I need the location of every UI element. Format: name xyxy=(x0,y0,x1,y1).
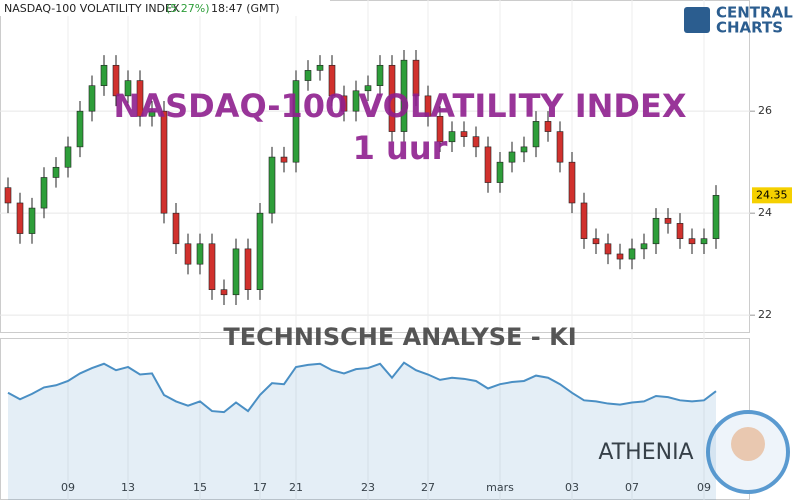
candle-body xyxy=(532,121,540,148)
candle-body xyxy=(100,64,108,86)
x-tick-label: 15 xyxy=(193,481,207,494)
watermark-title: NASDAQ-100 VOLATILITY INDEX xyxy=(114,87,687,125)
y-tick-label: 24 xyxy=(758,206,772,219)
candle-body xyxy=(352,90,360,112)
x-tick-label: 27 xyxy=(421,481,435,494)
candle-body xyxy=(196,243,204,265)
candle-body xyxy=(292,80,300,163)
navigator-line xyxy=(7,361,717,414)
candle-body xyxy=(484,146,492,183)
candle-body xyxy=(364,85,372,92)
candle-body xyxy=(424,95,432,117)
candle-body xyxy=(640,243,648,250)
candle-body xyxy=(304,70,312,81)
y-tick-label: 26 xyxy=(758,104,772,117)
candle-body xyxy=(388,64,396,132)
candle-body xyxy=(184,243,192,265)
candle-body xyxy=(328,64,336,97)
analysis-label: TECHNISCHE ANALYSE - KI xyxy=(223,323,576,351)
main-panel xyxy=(0,0,750,333)
candle-body xyxy=(568,161,576,204)
x-tick-label: 17 xyxy=(253,481,267,494)
candle-body xyxy=(400,59,408,132)
header-time: 18:47 (GMT) xyxy=(211,2,280,15)
x-tick-label: 03 xyxy=(565,481,579,494)
y-tick-label: 22 xyxy=(758,308,772,321)
brand-line2: CHARTS xyxy=(716,19,783,37)
candle-body xyxy=(88,85,96,112)
brand-icon xyxy=(684,7,710,33)
candle-body xyxy=(64,146,72,168)
watermark-subtitle: 1 uur xyxy=(353,129,448,167)
candle-body xyxy=(232,248,240,296)
candle-body xyxy=(124,80,132,97)
candle-body xyxy=(592,238,600,245)
candle-body xyxy=(700,238,708,245)
header-bg xyxy=(0,0,330,16)
candle-body xyxy=(628,248,636,260)
candle-body xyxy=(136,80,144,117)
x-tick-label: 07 xyxy=(625,481,639,494)
candle-body xyxy=(544,121,552,132)
candle-body xyxy=(376,64,384,86)
candle-body xyxy=(52,166,60,178)
candle-body xyxy=(664,217,672,224)
brand-line1: CENTRAL xyxy=(716,4,793,22)
candle-body xyxy=(160,110,168,214)
candle-body xyxy=(268,156,276,214)
candle-body xyxy=(148,110,156,117)
candle-body xyxy=(28,207,36,234)
candle-body xyxy=(436,115,444,143)
last-price-box xyxy=(752,187,792,204)
candle-body xyxy=(508,151,516,163)
assistant-name: ATHENIA xyxy=(598,440,693,465)
last-price-label: 24.35 xyxy=(756,188,788,201)
x-tick-label: 21 xyxy=(289,481,303,494)
candle-body xyxy=(616,253,624,260)
candle-body xyxy=(688,238,696,245)
header-change: (5.27%) xyxy=(166,2,210,15)
x-tick-label: mars xyxy=(486,481,514,494)
candle-body xyxy=(40,177,48,209)
candle-body xyxy=(76,110,84,148)
candle-body xyxy=(340,95,348,112)
candles xyxy=(4,49,720,305)
candle-body xyxy=(604,243,612,255)
x-tick-label: 13 xyxy=(121,481,135,494)
candle-body xyxy=(448,131,456,143)
candle-body xyxy=(676,223,684,239)
candle-body xyxy=(712,195,720,239)
x-tick-label: 09 xyxy=(61,481,75,494)
navigator-area xyxy=(8,362,716,500)
candle-body xyxy=(220,289,228,296)
header-title: NASDAQ-100 VOLATILITY INDEX xyxy=(4,2,180,15)
candle-body xyxy=(412,59,420,97)
candle-body xyxy=(256,212,264,290)
candle-body xyxy=(520,146,528,153)
avatar-face xyxy=(731,427,765,461)
candle-body xyxy=(4,187,12,204)
candle-body xyxy=(280,156,288,163)
candle-body xyxy=(316,64,324,71)
candle-body xyxy=(112,64,120,97)
candle-body xyxy=(172,212,180,245)
candle-body xyxy=(556,131,564,163)
candle-body xyxy=(472,136,480,148)
x-tick-label: 09 xyxy=(697,481,711,494)
candle-body xyxy=(496,161,504,183)
candle-body xyxy=(652,217,660,245)
candle-body xyxy=(208,243,216,290)
candle-body xyxy=(16,202,24,234)
candle-body xyxy=(580,202,588,239)
candle-body xyxy=(244,248,252,290)
candle-body xyxy=(460,131,468,137)
x-tick-label: 23 xyxy=(361,481,375,494)
